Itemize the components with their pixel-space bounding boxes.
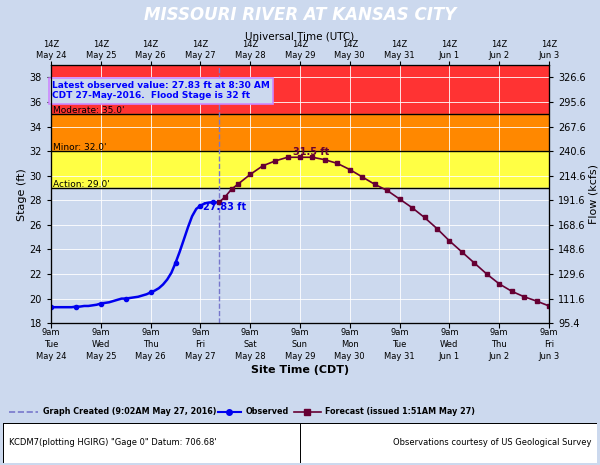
Text: 9am: 9am (241, 328, 259, 337)
Text: May 27: May 27 (185, 352, 216, 361)
Text: May 29: May 29 (285, 352, 315, 361)
Y-axis label: Flow (kcfs): Flow (kcfs) (589, 164, 599, 224)
Text: Fri: Fri (544, 340, 554, 349)
Y-axis label: Stage (ft): Stage (ft) (17, 168, 26, 220)
Text: 9am: 9am (391, 328, 409, 337)
Text: Action: 29.0': Action: 29.0' (53, 179, 110, 188)
Bar (51, 188, 549, 323)
Text: Thu: Thu (491, 340, 507, 349)
Text: KCDM7(plotting HGIRG) "Gage 0" Datum: 706.68': KCDM7(plotting HGIRG) "Gage 0" Datum: 70… (9, 438, 217, 447)
Text: Jun 1: Jun 1 (439, 352, 460, 361)
Text: 9am: 9am (341, 328, 359, 337)
Text: Jun 3: Jun 3 (538, 352, 560, 361)
Text: 9am: 9am (42, 328, 60, 337)
Text: 31.5 ft: 31.5 ft (293, 147, 329, 158)
Bar (3, 423, 300, 463)
Text: May 30: May 30 (334, 352, 365, 361)
Bar (51, 65, 549, 114)
Text: May 31: May 31 (384, 352, 415, 361)
Text: Sun: Sun (292, 340, 308, 349)
Text: Fri: Fri (196, 340, 205, 349)
Text: Wed: Wed (440, 340, 458, 349)
Text: Latest observed value: 27.83 ft at 8:30 AM
CDT 27-May-2016.  Flood Stage is 32 f: Latest observed value: 27.83 ft at 8:30 … (52, 81, 270, 100)
Text: Wed: Wed (92, 340, 110, 349)
Text: Universal Time (UTC): Universal Time (UTC) (245, 32, 355, 42)
Text: 27.83 ft: 27.83 ft (203, 202, 246, 212)
Text: Sat: Sat (244, 340, 257, 349)
Text: Graph Created (9:02AM May 27, 2016): Graph Created (9:02AM May 27, 2016) (43, 407, 217, 417)
Text: 9am: 9am (540, 328, 558, 337)
Text: Mon: Mon (341, 340, 359, 349)
Text: 9am: 9am (191, 328, 209, 337)
Text: Jun 2: Jun 2 (488, 352, 510, 361)
Text: Tue: Tue (392, 340, 407, 349)
Bar (51, 151, 549, 188)
Text: 9am: 9am (92, 328, 110, 337)
Text: Forecast (issued 1:51AM May 27): Forecast (issued 1:51AM May 27) (325, 407, 475, 417)
Text: Observed: Observed (246, 407, 289, 417)
Text: 9am: 9am (490, 328, 508, 337)
Text: May 24: May 24 (36, 352, 66, 361)
Text: Minor: 32.0': Minor: 32.0' (53, 143, 107, 152)
Text: 9am: 9am (291, 328, 309, 337)
Text: Observations courtesy of US Geological Survey: Observations courtesy of US Geological S… (392, 438, 591, 447)
Text: 9am: 9am (142, 328, 160, 337)
Text: May 26: May 26 (135, 352, 166, 361)
Bar (300, 423, 597, 463)
Text: Thu: Thu (143, 340, 158, 349)
Text: Moderate: 35.0': Moderate: 35.0' (53, 106, 125, 115)
Text: Site Time (CDT): Site Time (CDT) (251, 365, 349, 375)
Bar (51, 114, 549, 151)
Text: Tue: Tue (44, 340, 58, 349)
Text: May 28: May 28 (235, 352, 266, 361)
Text: May 25: May 25 (86, 352, 116, 361)
Text: MISSOURI RIVER AT KANSAS CITY: MISSOURI RIVER AT KANSAS CITY (144, 6, 456, 24)
Text: 9am: 9am (440, 328, 458, 337)
